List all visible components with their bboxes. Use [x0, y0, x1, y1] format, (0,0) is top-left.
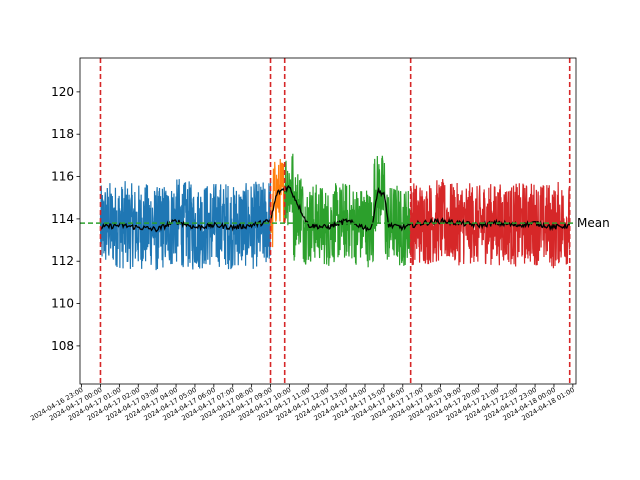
series-4-line: [410, 178, 571, 269]
series-layer: [99, 153, 571, 271]
mean-label: Mean: [577, 216, 610, 230]
rolling-mean-line: [99, 184, 571, 233]
series-1-line: [99, 179, 272, 271]
y-tick-label-120: 120: [51, 85, 74, 99]
series-3-line: [284, 153, 412, 268]
y-tick-label-110: 110: [51, 297, 74, 311]
marker-layer: Mean: [80, 58, 610, 384]
rolling-mean-layer: [99, 184, 571, 233]
y-tick-label-114: 114: [51, 212, 74, 226]
y-tick-label-116: 116: [51, 170, 74, 184]
y-tick-label-108: 108: [51, 339, 74, 353]
y-tick-label-112: 112: [51, 254, 74, 268]
plot-frame: [79, 57, 577, 385]
y-tick-label-118: 118: [51, 127, 74, 141]
series-2-line: [270, 159, 286, 248]
